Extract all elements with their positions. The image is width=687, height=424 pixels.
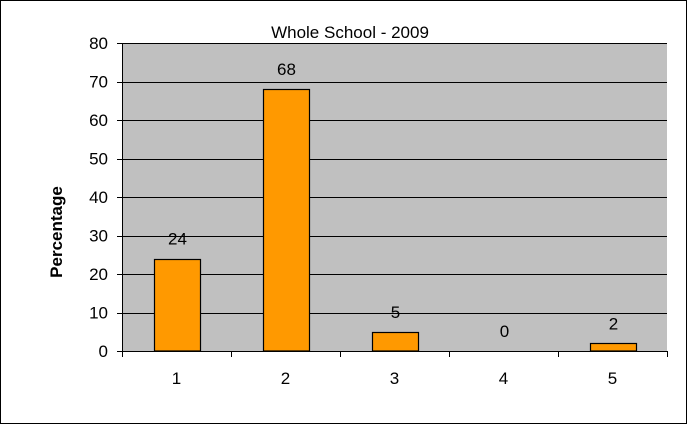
y-tick-label: 60 [89, 111, 108, 130]
x-tick-label: 5 [608, 369, 617, 388]
data-label-2: 68 [277, 60, 296, 79]
data-label-5: 2 [609, 314, 618, 333]
x-tick-label: 3 [390, 369, 399, 388]
bar-1 [153, 258, 202, 352]
y-tick-label: 20 [89, 265, 108, 284]
data-label-3: 5 [391, 303, 400, 322]
y-tick-label: 30 [89, 227, 108, 246]
y-tick-label: 40 [89, 188, 108, 207]
chart-title: Whole School - 2009 [271, 23, 429, 42]
x-tick-label: 2 [281, 369, 290, 388]
bar-2 [262, 88, 311, 352]
x-tick-label: 4 [499, 369, 508, 388]
bar-3 [371, 331, 420, 352]
y-tick-label: 80 [89, 34, 108, 53]
y-tick-label: 70 [89, 73, 108, 92]
gridlines [122, 43, 667, 314]
bar-5 [589, 342, 638, 352]
bars [153, 88, 638, 352]
y-tick-label: 50 [89, 150, 108, 169]
x-tick-labels: 1 2 3 4 5 [172, 369, 617, 388]
data-labels: 24 68 5 0 2 [168, 60, 618, 341]
data-label-4: 0 [500, 322, 509, 341]
y-tick-label: 0 [99, 342, 108, 361]
axes [117, 43, 668, 357]
data-label-1: 24 [168, 230, 187, 249]
x-tick-label: 1 [172, 369, 181, 388]
y-tick-label: 10 [89, 304, 108, 323]
y-tick-labels: 0 10 20 30 40 50 60 70 80 [89, 34, 108, 361]
y-axis-label: Percentage [47, 186, 66, 278]
